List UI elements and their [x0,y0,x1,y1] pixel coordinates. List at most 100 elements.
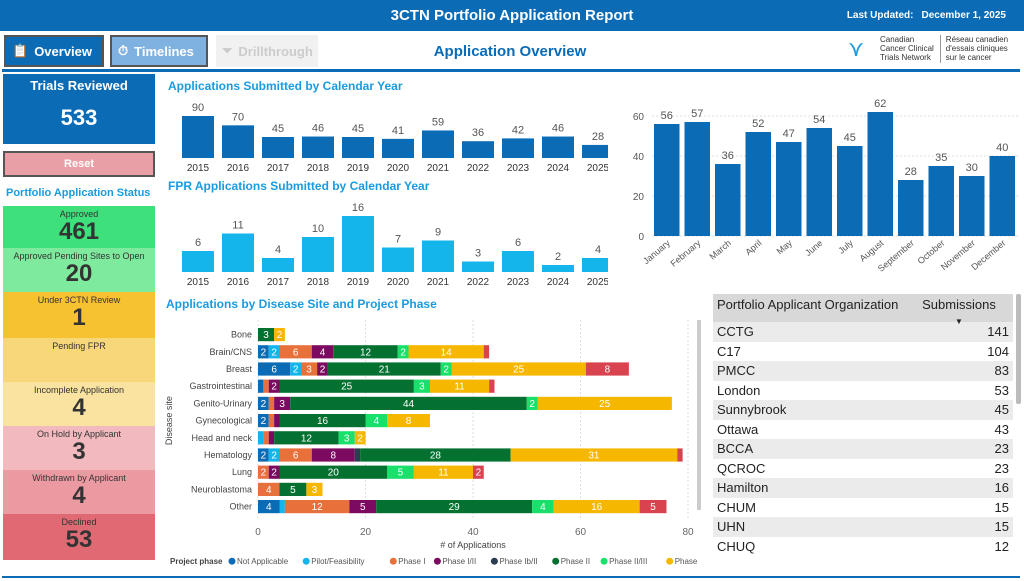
stack-segment[interactable] [553,500,640,514]
stack-segment[interactable] [279,414,366,428]
table-row[interactable]: Sunnybrook 45 [713,400,1013,420]
stack-segment[interactable] [354,431,366,445]
bar[interactable] [502,138,534,158]
table-row[interactable]: CCTG 141 [713,322,1013,342]
stack-segment[interactable] [279,345,312,359]
stack-segment[interactable] [327,362,441,376]
stack-segment[interactable] [677,448,683,462]
bar[interactable] [462,141,494,158]
bar[interactable] [182,251,214,272]
bar[interactable] [182,116,214,158]
bar[interactable] [959,176,985,236]
bar[interactable] [262,137,294,158]
stack-segment[interactable] [360,448,511,462]
stack-segment[interactable] [301,362,318,376]
stack-segment[interactable] [430,379,490,393]
stack-segment[interactable] [585,362,629,376]
stack-segment[interactable] [483,345,490,359]
table-scrollbar[interactable] [1016,294,1021,404]
stack-segment[interactable] [258,482,280,496]
stack-segment[interactable] [397,345,409,359]
stack-segment[interactable] [258,379,264,393]
stack-segment[interactable] [290,362,301,376]
stack-segment[interactable] [268,414,275,428]
table-row[interactable]: BCCA 23 [713,439,1013,459]
stack-segment[interactable] [258,362,291,376]
stack-segment[interactable] [489,379,495,393]
stack-segment[interactable] [473,465,484,479]
stack-segment[interactable] [268,379,280,393]
stack-segment[interactable] [274,431,339,445]
bar[interactable] [342,137,374,158]
stack-segment[interactable] [263,379,269,393]
bar[interactable] [342,216,374,272]
status-card[interactable]: Approved Pending Sites to Open 20 [3,248,155,292]
stack-segment[interactable] [333,345,398,359]
bar[interactable] [542,136,574,158]
bar[interactable] [867,112,894,236]
stack-segment[interactable] [349,500,377,514]
stack-segment[interactable] [279,465,388,479]
stack-segment[interactable] [274,328,285,342]
status-card[interactable]: On Hold by Applicant 3 [3,426,155,470]
bar[interactable] [382,138,414,158]
stack-segment[interactable] [274,414,280,428]
bar[interactable] [542,265,574,272]
stack-segment[interactable] [258,345,269,359]
col-organization[interactable]: Portfolio Applicant Organization [717,297,899,312]
bar[interactable] [422,240,454,273]
bar[interactable] [776,142,802,236]
bar[interactable] [928,166,955,236]
stack-segment[interactable] [413,465,473,479]
col-submissions[interactable]: Submissions ▼ [922,297,996,326]
stack-segment[interactable] [258,465,269,479]
bar[interactable] [582,258,608,272]
bar[interactable] [422,130,454,158]
status-card[interactable]: Under 3CTN Review 1 [3,292,155,338]
stack-segment[interactable] [338,431,355,445]
table-row[interactable]: Ottawa 43 [713,420,1013,440]
status-card[interactable]: Approved 461 [3,206,155,248]
stack-segment[interactable] [258,448,269,462]
bar[interactable] [302,237,334,272]
bar[interactable] [582,144,608,158]
stack-segment[interactable] [290,396,527,410]
stack-segment[interactable] [537,396,672,410]
stack-segment[interactable] [306,482,323,496]
status-card[interactable]: Withdrawn by Applicant 4 [3,470,155,514]
stack-segment[interactable] [284,500,350,514]
bar[interactable] [989,156,1016,236]
table-row[interactable]: CHUM 15 [713,498,1013,518]
stack-segment[interactable] [311,345,334,359]
bar[interactable] [837,146,863,236]
stack-segment[interactable] [279,448,312,462]
bar[interactable] [806,128,833,236]
stack-segment[interactable] [258,414,269,428]
stack-segment[interactable] [279,500,285,514]
table-row[interactable]: PMCC 83 [713,361,1013,381]
bar[interactable] [654,124,680,236]
stack-segment[interactable] [279,482,307,496]
bar[interactable] [715,164,741,236]
stack-segment[interactable] [317,362,328,376]
stack-segment[interactable] [268,465,280,479]
bar[interactable] [262,258,294,272]
status-card[interactable]: Incomplete Application 4 [3,382,155,426]
bar[interactable] [462,261,494,273]
overview-button[interactable]: 📋 Overview [4,35,104,67]
stack-segment[interactable] [268,345,280,359]
table-row[interactable]: Hamilton 16 [713,478,1013,498]
table-row[interactable]: CHUQ 12 [713,537,1013,557]
stack-segment[interactable] [268,396,275,410]
table-row[interactable]: UHN 15 [713,517,1013,537]
stack-segment[interactable] [451,362,586,376]
bar[interactable] [222,125,254,158]
stack-segment[interactable] [387,414,430,428]
stack-segment[interactable] [258,500,280,514]
bar[interactable] [502,251,534,272]
stack-segment[interactable] [387,465,414,479]
reset-button[interactable]: Reset [3,151,155,177]
status-card[interactable]: Pending FPR [3,338,155,382]
stack-segment[interactable] [408,345,484,359]
bar[interactable] [745,132,772,236]
